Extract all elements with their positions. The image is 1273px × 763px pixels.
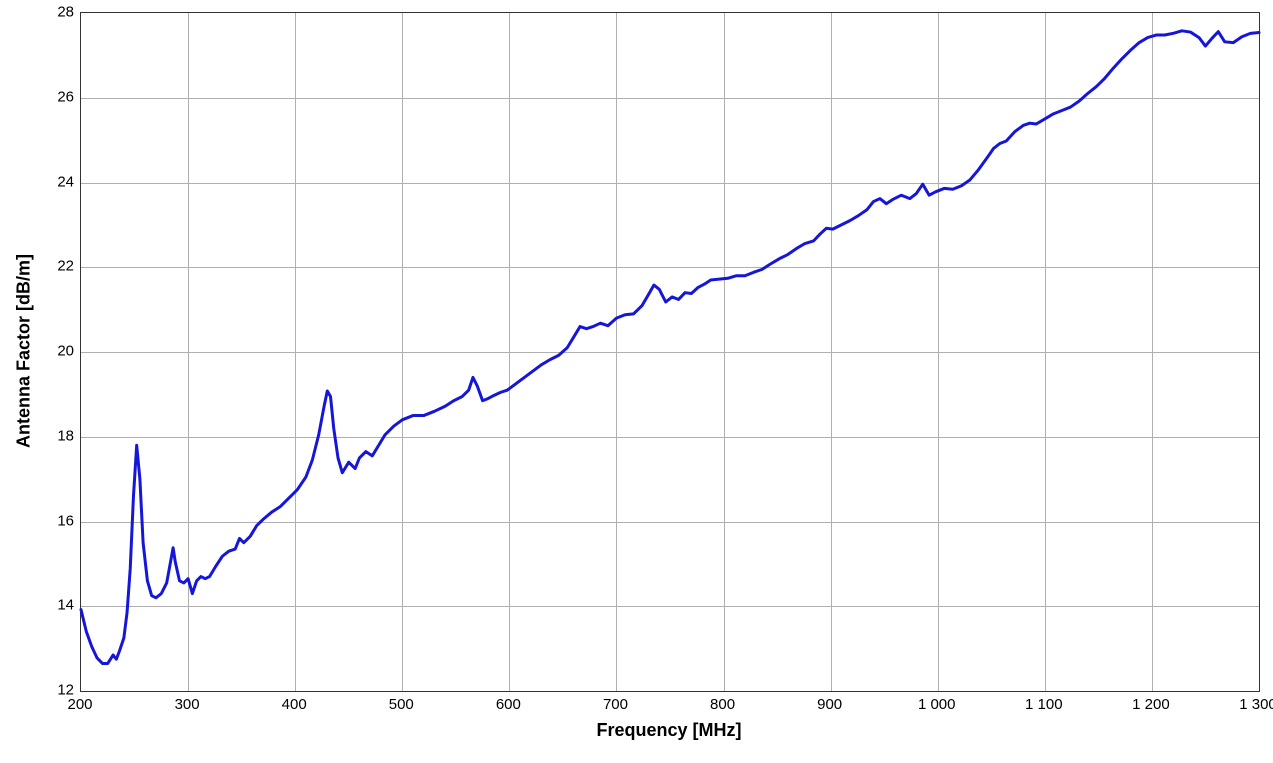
x-tick-label: 700 — [603, 696, 628, 713]
y-tick-label: 12 — [44, 682, 74, 699]
x-tick-label: 1 200 — [1132, 696, 1170, 713]
y-tick-label: 14 — [44, 597, 74, 614]
y-tick-label: 22 — [44, 258, 74, 275]
chart-series-svg — [81, 13, 1259, 691]
y-tick-label: 24 — [44, 173, 74, 190]
x-tick-label: 200 — [67, 696, 92, 713]
x-tick-label: 400 — [282, 696, 307, 713]
x-tick-label: 900 — [817, 696, 842, 713]
y-tick-label: 18 — [44, 427, 74, 444]
plot-area — [80, 12, 1260, 692]
x-tick-label: 1 100 — [1025, 696, 1063, 713]
y-axis-label: Antenna Factor [dB/m] — [14, 254, 35, 448]
series-antenna-factor — [81, 31, 1259, 664]
antenna-factor-chart: Frequency [MHz] Antenna Factor [dB/m] 20… — [0, 0, 1273, 763]
x-tick-label: 1 300 — [1239, 696, 1273, 713]
x-tick-label: 1 000 — [918, 696, 956, 713]
x-tick-label: 500 — [389, 696, 414, 713]
x-tick-label: 800 — [710, 696, 735, 713]
y-tick-label: 20 — [44, 343, 74, 360]
y-tick-label: 26 — [44, 88, 74, 105]
x-tick-label: 300 — [175, 696, 200, 713]
y-tick-label: 28 — [44, 4, 74, 21]
x-tick-label: 600 — [496, 696, 521, 713]
x-axis-label: Frequency [MHz] — [596, 720, 741, 741]
y-tick-label: 16 — [44, 512, 74, 529]
